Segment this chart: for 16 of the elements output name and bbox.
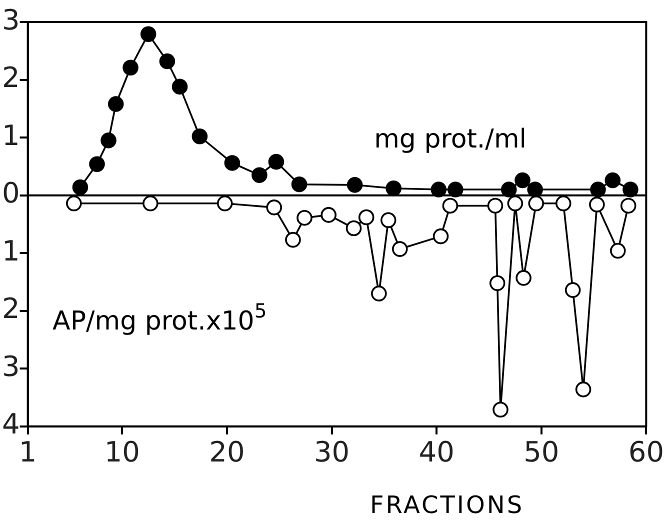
y-tick-label: 0: [2, 176, 20, 210]
x-tick-label: 20: [209, 435, 245, 468]
y-tick-label: 3: [2, 3, 20, 36]
x-tick-label: 50: [524, 435, 560, 468]
x-tick-label: 30: [314, 435, 350, 468]
series-label: mg prot./ml: [374, 124, 527, 154]
y-tick-label: 3: [2, 350, 20, 383]
y-tick-label: 1: [2, 118, 20, 152]
x-tick-label: 40: [418, 435, 454, 468]
x-tick-label: 60: [628, 435, 664, 468]
y-tick-label: 4: [2, 408, 20, 441]
x-tick-label: 10: [104, 435, 140, 468]
x-axis-title: FRACTIONS: [370, 491, 524, 519]
y-tick-label: 2: [2, 61, 20, 94]
y-tick-label: 1: [2, 234, 20, 268]
y-tick-label: 2: [2, 292, 20, 326]
